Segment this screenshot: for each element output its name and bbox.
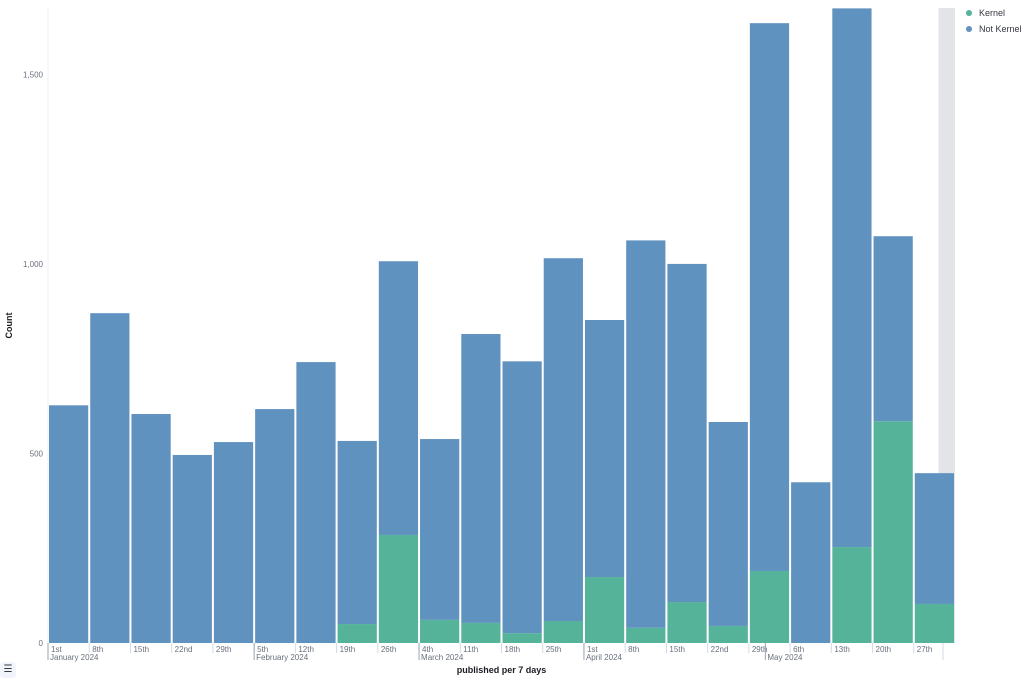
bar-kernel <box>543 621 583 643</box>
month-label: February 2024 <box>256 653 309 662</box>
x-tick-label: 22nd <box>711 645 729 654</box>
bar-not-kernel <box>255 409 295 643</box>
bar-kernel <box>626 627 666 643</box>
bar-not-kernel <box>502 361 542 634</box>
x-axis-title: published per 7 days <box>457 665 547 675</box>
bar-not-kernel <box>420 439 460 620</box>
month-label: March 2024 <box>421 653 464 662</box>
bar-not-kernel <box>667 263 707 603</box>
bar-not-kernel <box>172 454 212 643</box>
bar-not-kernel <box>90 313 130 643</box>
bar-not-kernel <box>213 442 254 643</box>
bar-kernel <box>584 577 625 643</box>
x-tick-label: 18th <box>505 645 521 654</box>
bar-kernel <box>337 624 377 643</box>
month-label: May 2024 <box>767 653 803 662</box>
x-tick-label: 8th <box>92 645 103 654</box>
x-tick-label: 19th <box>340 645 356 654</box>
y-tick-label: 1,500 <box>23 70 44 79</box>
bar-not-kernel <box>296 362 336 643</box>
list-icon: ☰ <box>3 664 13 675</box>
bar-not-kernel <box>914 473 954 604</box>
bar-kernel <box>914 603 954 643</box>
bar-not-kernel <box>832 8 872 548</box>
month-label: January 2024 <box>50 653 99 662</box>
bar-not-kernel <box>749 23 790 571</box>
x-tick-label: 29th <box>752 645 768 654</box>
not-kernel-dot-icon <box>966 26 972 32</box>
bar-not-kernel <box>543 258 583 622</box>
x-tick-label: 6th <box>793 645 804 654</box>
bar-not-kernel <box>461 334 501 623</box>
bar-not-kernel <box>337 440 377 625</box>
x-tick-label: 8th <box>628 645 639 654</box>
bar-kernel <box>378 534 419 643</box>
legend-item-kernel[interactable]: Kernel <box>966 5 1022 21</box>
x-tick-label: 27th <box>917 645 933 654</box>
bar-kernel <box>708 625 748 643</box>
x-tick-label: 29th <box>216 645 232 654</box>
x-tick-label: 15th <box>133 645 149 654</box>
y-tick-label: 1,000 <box>23 260 44 269</box>
bar-kernel <box>502 633 542 643</box>
bar-kernel <box>461 622 501 643</box>
legend-item-not-kernel[interactable]: Not Kernel <box>966 21 1022 37</box>
x-tick-label: 25th <box>546 645 562 654</box>
bar-kernel <box>420 619 460 643</box>
legend-label: Kernel <box>979 8 1006 18</box>
month-label: April 2024 <box>586 653 623 662</box>
x-tick-label: 12th <box>298 645 314 654</box>
bar-kernel <box>749 570 790 643</box>
y-tick-label: 500 <box>30 449 44 458</box>
x-tick-label: 11th <box>463 645 478 654</box>
bar-kernel <box>832 547 872 643</box>
x-tick-label: 1st <box>51 645 62 654</box>
bar-not-kernel <box>49 405 89 643</box>
x-tick-label: 5th <box>257 645 268 654</box>
kernel-dot-icon <box>966 10 972 16</box>
bar-not-kernel <box>791 482 831 643</box>
legend-toggle-button[interactable]: ☰ <box>0 662 16 678</box>
y-tick-label: 0 <box>39 639 44 648</box>
x-tick-label: 13th <box>834 645 850 654</box>
bar-not-kernel <box>131 414 171 643</box>
bar-not-kernel <box>626 240 666 628</box>
bar-kernel <box>667 602 707 643</box>
bar-not-kernel <box>584 320 625 578</box>
bar-not-kernel <box>708 421 748 626</box>
x-tick-label: 20th <box>876 645 892 654</box>
legend: Kernel Not Kernel <box>966 5 1022 37</box>
x-tick-label: 4th <box>422 645 433 654</box>
x-tick-label: 26th <box>381 645 397 654</box>
legend-label: Not Kernel <box>979 24 1022 34</box>
x-tick-label: 1st <box>587 645 598 654</box>
bar-kernel <box>873 421 913 643</box>
x-tick-label: 15th <box>669 645 685 654</box>
bar-not-kernel <box>378 261 419 535</box>
y-axis-title: Count <box>4 313 14 339</box>
x-tick-label: 22nd <box>175 645 193 654</box>
bar-not-kernel <box>873 236 913 422</box>
